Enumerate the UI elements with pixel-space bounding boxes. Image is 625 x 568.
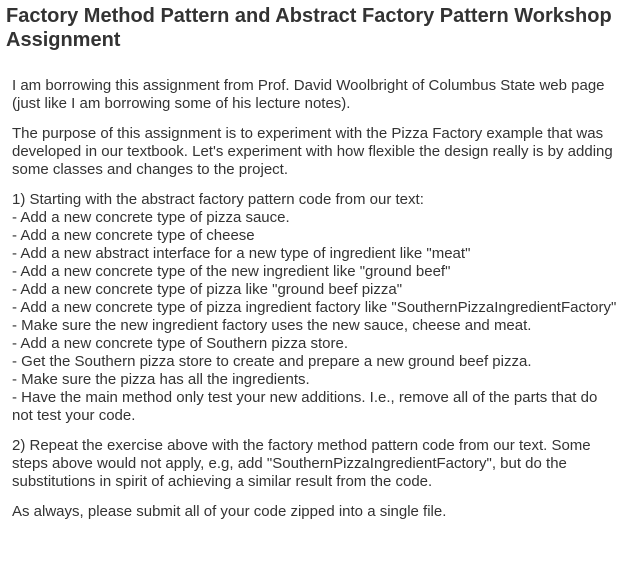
page-title: Factory Method Pattern and Abstract Fact… bbox=[6, 5, 612, 51]
list-item: - Add a new concrete type of pizza like … bbox=[12, 281, 403, 298]
list-item: - Add a new concrete type of cheese bbox=[12, 227, 255, 244]
list-item: - Add a new abstract interface for a new… bbox=[12, 245, 471, 262]
assignment-body: I am borrowing this assignment from Prof… bbox=[12, 77, 618, 533]
part1-steps-list: - Add a new concrete type of pizza sauce… bbox=[12, 209, 618, 425]
list-item: - Have the main method only test your ne… bbox=[12, 389, 598, 424]
list-item: - Make sure the new ingredient factory u… bbox=[12, 317, 532, 334]
intro-paragraph: I am borrowing this assignment from Prof… bbox=[12, 77, 605, 112]
list-item: - Add a new concrete type of the new ing… bbox=[12, 263, 451, 280]
list-item: - Make sure the pizza has all the ingred… bbox=[12, 371, 310, 388]
purpose-paragraph: The purpose of this assignment is to exp… bbox=[12, 125, 613, 178]
list-item: - Add a new concrete type of pizza ingre… bbox=[12, 299, 617, 316]
list-item: - Get the Southern pizza store to create… bbox=[12, 353, 532, 370]
list-item: - Add a new concrete type of Southern pi… bbox=[12, 335, 349, 352]
closing-paragraph: As always, please submit all of your cod… bbox=[12, 503, 447, 520]
part1-intro: 1) Starting with the abstract factory pa… bbox=[12, 191, 424, 208]
list-item: - Add a new concrete type of pizza sauce… bbox=[12, 209, 290, 226]
part2-paragraph: 2) Repeat the exercise above with the fa… bbox=[12, 437, 591, 490]
